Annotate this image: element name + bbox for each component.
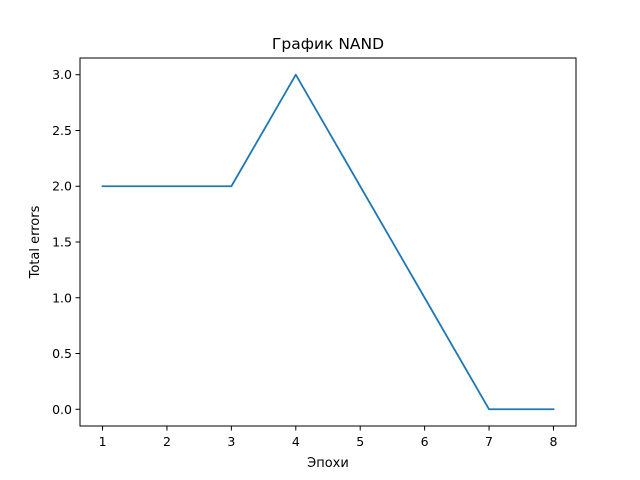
y-tick-label-5: 2.5 — [52, 123, 72, 138]
x-tick-label-4: 5 — [356, 434, 364, 449]
y-tick-label-3: 1.5 — [52, 235, 72, 250]
series-line-0 — [101, 73, 555, 411]
y-tick-label-0: 0.0 — [52, 402, 72, 417]
x-tick-label-2: 3 — [227, 434, 235, 449]
plot-area: 1 2 3 4 5 6 7 8 0.0 0.5 1.0 1.5 2.0 2.5 3.0 — [52, 57, 577, 449]
x-tick-label-3: 4 — [292, 434, 300, 449]
y-tick-label-1: 0.5 — [52, 346, 72, 361]
x-tick-label-6: 7 — [485, 434, 493, 449]
x-tick-label-7: 8 — [549, 434, 557, 449]
y-tick-label-4: 2.0 — [52, 179, 72, 194]
x-axis-label: Эпохи — [307, 456, 349, 471]
y-axis-label: Total errors — [28, 205, 43, 279]
x-tick-label-0: 1 — [99, 434, 107, 449]
y-tick-label-6: 3.0 — [52, 67, 72, 82]
chart-title: График NAND — [272, 35, 384, 53]
x-tick-label-1: 2 — [163, 434, 171, 449]
x-tick-label-5: 6 — [421, 434, 429, 449]
y-tick-label-2: 1.0 — [52, 290, 72, 305]
